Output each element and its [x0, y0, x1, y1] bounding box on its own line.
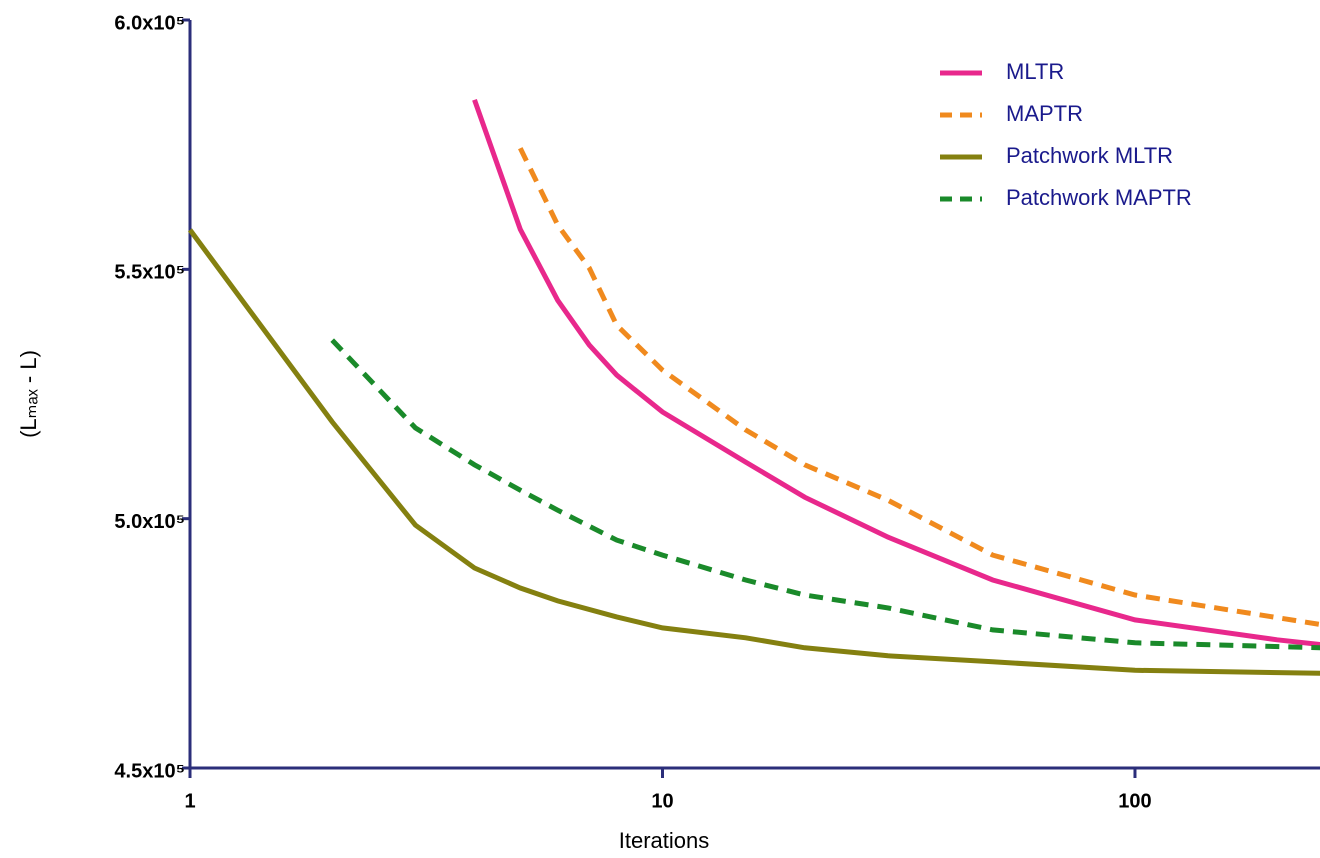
x-tick-label: 10	[651, 790, 673, 812]
y-tick-label: 4.5x10⁵	[114, 760, 185, 782]
legend-label: MLTR	[1006, 59, 1064, 84]
legend-label: MAPTR	[1006, 101, 1083, 126]
series-line	[472, 98, 1320, 647]
y-tick-label: 6.0x10⁵	[114, 12, 185, 34]
series-line	[330, 338, 1320, 651]
series-line	[187, 228, 1320, 676]
series-line	[518, 147, 1320, 627]
y-axis-title: (Lₘₐₓ - L)	[16, 350, 41, 438]
x-tick-label: 1	[184, 790, 195, 812]
x-tick-label: 100	[1118, 790, 1151, 812]
legend-label: Patchwork MAPTR	[1006, 185, 1192, 210]
x-axis-title: Iterations	[619, 828, 710, 853]
y-tick-label: 5.5x10⁵	[114, 262, 185, 284]
y-tick-label: 5.0x10⁵	[114, 511, 185, 533]
legend-label: Patchwork MLTR	[1006, 143, 1173, 168]
